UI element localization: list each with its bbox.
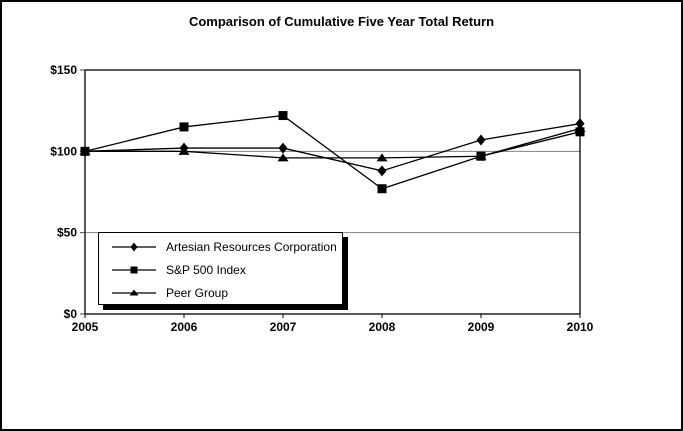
legend-diamond-glyph xyxy=(130,242,138,251)
triangle-marker-peer-group xyxy=(178,146,190,155)
legend-triangle-glyph xyxy=(129,289,139,295)
chart-title: Comparison of Cumulative Five Year Total… xyxy=(188,14,495,29)
legend-label: Artesian Resources Corporation xyxy=(166,239,337,254)
square-marker-s-p-500-index xyxy=(278,111,288,121)
legend-item-artesian-resources: Artesian Resources Corporation xyxy=(111,236,342,258)
x-tick-label: 2010 xyxy=(567,320,594,334)
square-marker-s-p-500-index xyxy=(575,127,585,137)
square-marker-s-p-500-index xyxy=(179,122,189,132)
square-line-marker-icon xyxy=(112,266,156,273)
square-marker-s-p-500-index xyxy=(476,151,486,161)
square-marker-s-p-500-index xyxy=(80,146,90,156)
plot-border xyxy=(84,69,581,315)
diamond-marker-artesian-resources-corporation xyxy=(476,134,486,146)
x-tick-label: 2008 xyxy=(369,320,396,334)
x-tick-label: 2007 xyxy=(270,320,297,334)
y-tick-label: $50 xyxy=(57,226,77,240)
legend-label: S&P 500 Index xyxy=(166,262,246,277)
triangle-marker-peer-group xyxy=(277,153,289,162)
diamond-line-marker-icon xyxy=(112,242,156,251)
legend-box: Artesian Resources Corporation S&P 500 I… xyxy=(98,232,343,305)
x-tick-label: 2006 xyxy=(171,320,198,334)
triangle-line-marker-icon xyxy=(112,289,156,295)
diamond-marker-artesian-resources-corporation xyxy=(575,118,585,130)
series-line-s-p-500-index xyxy=(84,114,581,190)
y-tick-label: $100 xyxy=(50,144,77,158)
diamond-marker-artesian-resources-corporation xyxy=(377,165,387,177)
square-marker-s-p-500-index xyxy=(377,184,387,194)
legend-label: Peer Group xyxy=(166,285,229,300)
legend-item-sp500: S&P 500 Index xyxy=(111,259,342,281)
diamond-marker-artesian-resources-corporation xyxy=(278,142,288,154)
series-line-artesian-resources-corporation xyxy=(84,123,581,172)
y-tick-label: $0 xyxy=(64,307,78,321)
y-tick-label: $150 xyxy=(50,63,77,77)
legend-item-peer-group: Peer Group xyxy=(111,282,342,304)
triangle-marker-peer-group xyxy=(376,153,388,162)
x-tick-label: 2009 xyxy=(468,320,495,334)
x-tick-label: 2005 xyxy=(72,320,99,334)
legend-square-glyph xyxy=(130,266,138,273)
